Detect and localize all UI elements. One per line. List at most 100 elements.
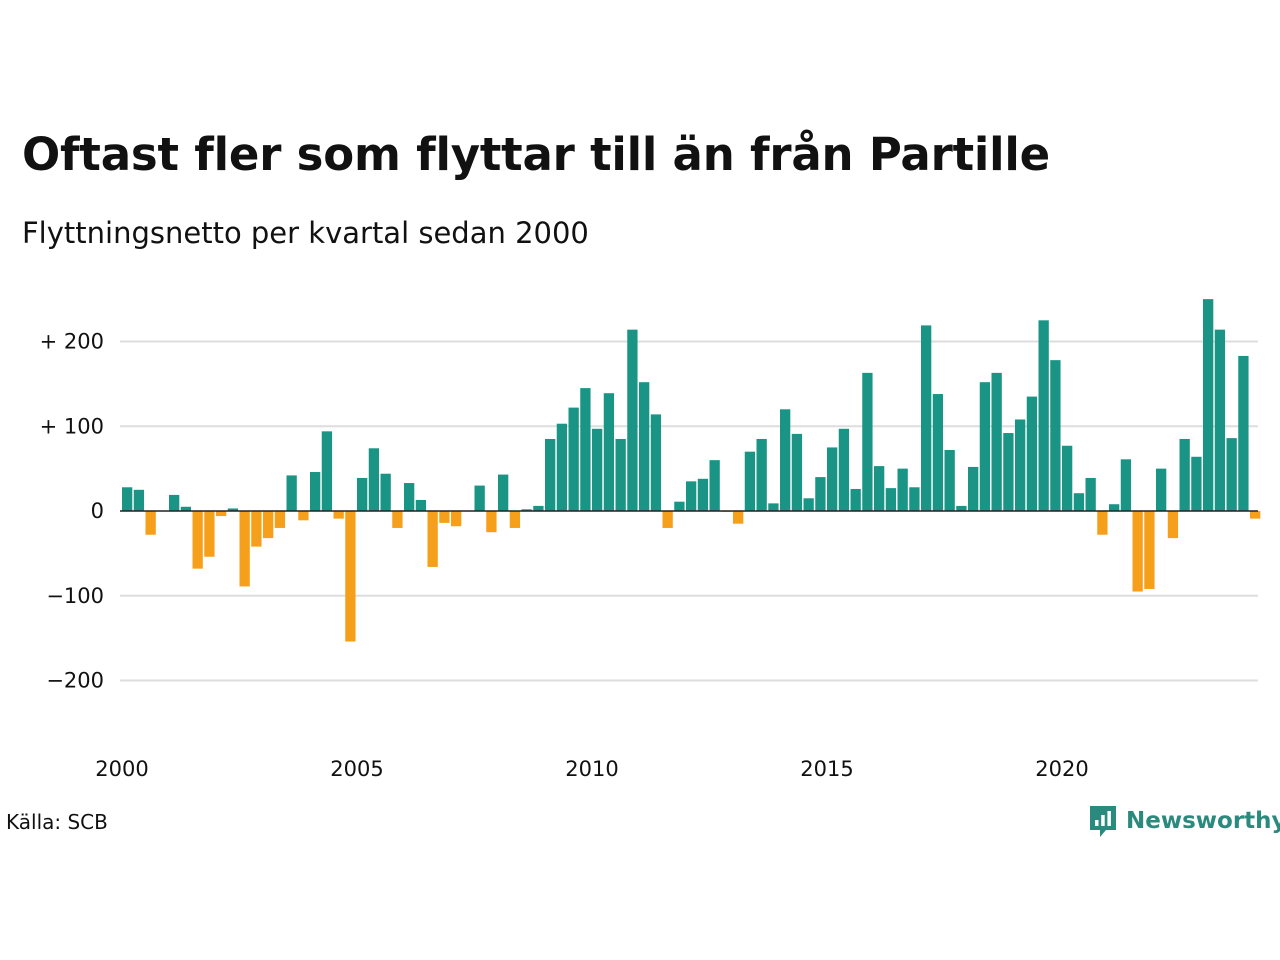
y-tick-label: + 100 — [40, 414, 104, 438]
bar — [1214, 329, 1226, 511]
bar — [263, 511, 274, 539]
y-tick-label: −200 — [46, 669, 104, 693]
newsworthy-logo-icon — [1090, 806, 1116, 837]
bar — [968, 466, 979, 511]
net-migration-bar-chart: + 200 + 100 0 −100 −200 2000 2005 2010 2015 2020 — [40, 299, 1261, 781]
bar — [639, 382, 650, 511]
bar — [815, 477, 826, 511]
bar — [333, 511, 344, 519]
bar — [592, 428, 603, 511]
bar — [192, 511, 203, 569]
bar — [580, 388, 591, 511]
bar — [921, 325, 932, 511]
bar — [145, 511, 156, 535]
bar — [521, 509, 532, 511]
y-tick-label: 0 — [91, 499, 104, 523]
x-tick-label: 2000 — [95, 757, 148, 781]
bar — [862, 372, 873, 511]
grid-lines — [120, 340, 1258, 682]
bar — [227, 508, 239, 511]
bar — [122, 487, 133, 511]
bar — [744, 451, 756, 511]
bar — [956, 505, 967, 511]
bar — [733, 511, 744, 524]
bar — [474, 485, 485, 511]
bar — [380, 473, 391, 511]
bar — [827, 447, 838, 511]
bar — [909, 487, 920, 511]
bar — [427, 511, 438, 567]
bar — [180, 506, 192, 511]
bar — [545, 438, 556, 511]
bar — [1167, 511, 1179, 539]
bar — [204, 511, 215, 557]
bar — [1120, 459, 1132, 511]
bar — [251, 511, 262, 547]
x-tick-label: 2005 — [330, 757, 383, 781]
bar — [345, 511, 356, 642]
y-tick-label: + 200 — [40, 330, 104, 354]
chart-subtitle: Flyttningsnetto per kvartal sedan 2000 — [22, 216, 589, 250]
chart-title: Oftast fler som flyttar till än från Par… — [22, 128, 1050, 181]
bar — [979, 382, 991, 511]
bar — [1038, 320, 1049, 511]
bar — [298, 511, 309, 521]
bar — [321, 431, 333, 511]
bar — [404, 483, 415, 511]
bar — [991, 372, 1002, 511]
bar — [451, 511, 462, 527]
bar — [1073, 493, 1085, 511]
bar — [1144, 511, 1155, 589]
bar — [1085, 477, 1096, 511]
bar — [768, 503, 779, 511]
bar — [1179, 438, 1190, 511]
bar — [1226, 438, 1237, 511]
bar — [274, 511, 286, 528]
bar — [627, 329, 638, 511]
bar — [1050, 360, 1061, 511]
bar — [1109, 504, 1120, 511]
bar — [1250, 511, 1261, 519]
bar — [615, 438, 626, 511]
bar — [415, 499, 427, 511]
bar — [169, 494, 180, 511]
brand-name: Newsworthy — [1126, 808, 1280, 834]
bar — [498, 474, 509, 511]
bar — [897, 468, 908, 511]
bar — [1097, 511, 1108, 535]
bar — [674, 501, 685, 511]
x-axis-tick-labels: 2000 2005 2010 2015 2020 — [95, 757, 1088, 781]
bar — [885, 488, 897, 511]
newsworthy-brand: Newsworthy — [1088, 803, 1280, 839]
bar — [1132, 511, 1143, 592]
x-tick-label: 2020 — [1035, 757, 1088, 781]
bar — [791, 433, 803, 511]
bar — [1238, 355, 1249, 511]
bar — [556, 423, 568, 511]
bar — [803, 498, 814, 511]
bar — [357, 477, 368, 511]
bar — [310, 472, 321, 511]
bar — [239, 511, 250, 587]
bar — [932, 394, 944, 511]
y-tick-label: −100 — [46, 584, 104, 608]
bar — [709, 460, 720, 511]
bar — [486, 511, 497, 533]
bar — [1015, 419, 1026, 511]
bar — [568, 407, 579, 511]
bar — [650, 414, 662, 511]
x-tick-label: 2010 — [565, 757, 618, 781]
bar — [874, 466, 885, 511]
bar — [286, 475, 297, 511]
bar — [368, 448, 380, 511]
source-note: Källa: SCB — [6, 810, 108, 834]
bar — [216, 511, 227, 517]
bar — [392, 511, 403, 528]
bar — [1203, 299, 1214, 511]
bar — [662, 511, 673, 528]
bar — [756, 438, 767, 511]
bar — [1003, 433, 1014, 511]
bar — [1156, 468, 1167, 511]
bar — [133, 489, 145, 511]
bar — [439, 511, 450, 523]
